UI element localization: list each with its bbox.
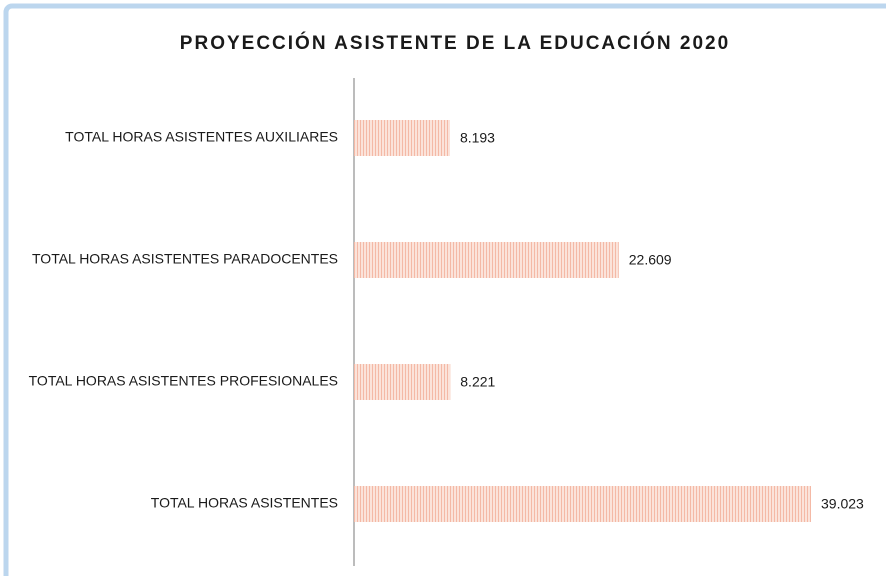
bar: [354, 364, 451, 400]
category-label: TOTAL HORAS ASISTENTES PROFESIONALES: [29, 373, 338, 389]
category-label: TOTAL HORAS ASISTENTES: [151, 495, 338, 511]
value-label: 39.023: [821, 496, 864, 512]
bar: [354, 486, 811, 522]
category-label: TOTAL HORAS ASISTENTES PARADOCENTES: [32, 251, 338, 267]
bar: [354, 242, 619, 278]
frame: [3, 3, 886, 576]
chart-title: PROYECCIÓN ASISTENTE DE LA EDUCACIÓN 202…: [180, 32, 730, 54]
bar: [354, 120, 450, 156]
value-label: 8.221: [460, 374, 495, 390]
value-label: 22.609: [629, 252, 672, 268]
value-label: 8.193: [460, 130, 495, 146]
category-label: TOTAL HORAS ASISTENTES AUXILIARES: [65, 129, 338, 145]
